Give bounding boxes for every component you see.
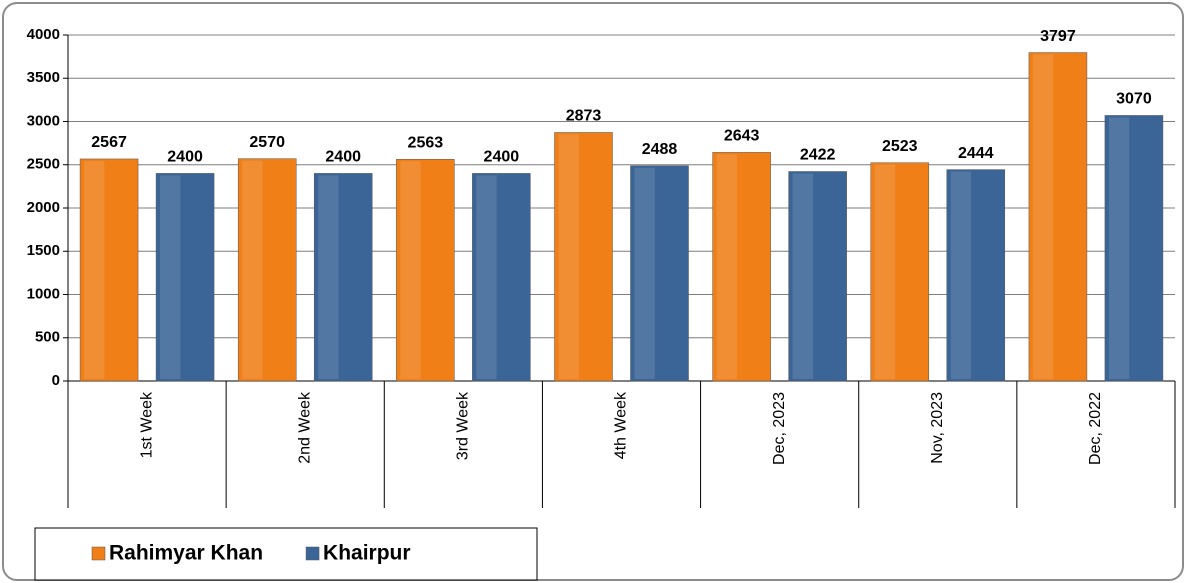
data-label: 2400 bbox=[325, 149, 361, 166]
x-tick-label: Dec, 2022 bbox=[1087, 392, 1104, 465]
bar-highlight bbox=[792, 173, 813, 379]
data-label: 3797 bbox=[1040, 28, 1076, 45]
data-label: 2567 bbox=[91, 134, 127, 151]
x-tick-label: Nov, 2023 bbox=[929, 392, 946, 464]
legend-marker bbox=[91, 546, 106, 561]
bar bbox=[79, 158, 139, 382]
bar-highlight bbox=[634, 167, 655, 379]
data-label: 2873 bbox=[566, 108, 602, 125]
data-label: 2643 bbox=[724, 128, 760, 145]
x-tick-label: 2nd Week bbox=[296, 391, 313, 464]
bar bbox=[396, 159, 455, 382]
bar bbox=[554, 132, 613, 382]
bar-highlight bbox=[160, 175, 181, 379]
bar bbox=[1028, 52, 1088, 382]
legend-label: Rahimyar Khan bbox=[109, 542, 263, 565]
y-tick-label: 3500 bbox=[27, 69, 60, 86]
bar bbox=[155, 173, 215, 382]
bar-highlight bbox=[318, 175, 339, 379]
bar bbox=[946, 169, 1006, 382]
bar-highlight bbox=[558, 134, 579, 379]
bar-highlight bbox=[874, 164, 896, 379]
data-label: 2570 bbox=[249, 134, 285, 151]
data-label: 2488 bbox=[642, 141, 678, 158]
bar bbox=[1104, 115, 1164, 382]
bar bbox=[630, 165, 689, 382]
bar-highlight bbox=[1032, 54, 1054, 379]
y-tick-label: 2500 bbox=[27, 156, 60, 173]
bar bbox=[788, 171, 847, 382]
y-tick-label: 0 bbox=[52, 372, 60, 389]
x-tick-label: 1st Week bbox=[138, 391, 155, 458]
bar bbox=[313, 173, 373, 382]
data-label: 2523 bbox=[882, 138, 918, 155]
data-label: 2400 bbox=[484, 149, 520, 166]
bar bbox=[472, 173, 531, 382]
data-label: 2444 bbox=[958, 145, 994, 162]
bar-highlight bbox=[950, 171, 972, 379]
legend-box bbox=[34, 527, 538, 581]
data-label: 2563 bbox=[408, 135, 444, 152]
y-tick-label: 500 bbox=[35, 329, 60, 346]
bar-highlight bbox=[400, 161, 421, 379]
bar-highlight bbox=[1108, 117, 1130, 379]
bar bbox=[712, 152, 771, 382]
y-tick-label: 1500 bbox=[27, 242, 60, 259]
data-label: 2422 bbox=[800, 147, 836, 164]
data-label: 3070 bbox=[1116, 91, 1152, 108]
bar-highlight bbox=[716, 154, 737, 379]
y-tick-label: 4000 bbox=[27, 26, 60, 43]
bar-highlight bbox=[476, 175, 497, 379]
x-tick-label: 3rd Week bbox=[455, 391, 472, 460]
bar bbox=[870, 162, 930, 382]
bar bbox=[237, 158, 297, 382]
data-label: 2400 bbox=[167, 149, 203, 166]
legend-label: Khairpur bbox=[323, 542, 411, 565]
y-tick-label: 3000 bbox=[27, 112, 60, 129]
y-tick-label: 2000 bbox=[27, 199, 60, 216]
bar-highlight bbox=[84, 160, 105, 379]
x-tick-label: Dec, 2023 bbox=[771, 392, 788, 465]
x-tick-label: 4th Week bbox=[613, 391, 630, 459]
legend-marker bbox=[305, 546, 320, 561]
bar-highlight bbox=[242, 160, 263, 379]
y-tick-label: 1000 bbox=[27, 285, 60, 302]
